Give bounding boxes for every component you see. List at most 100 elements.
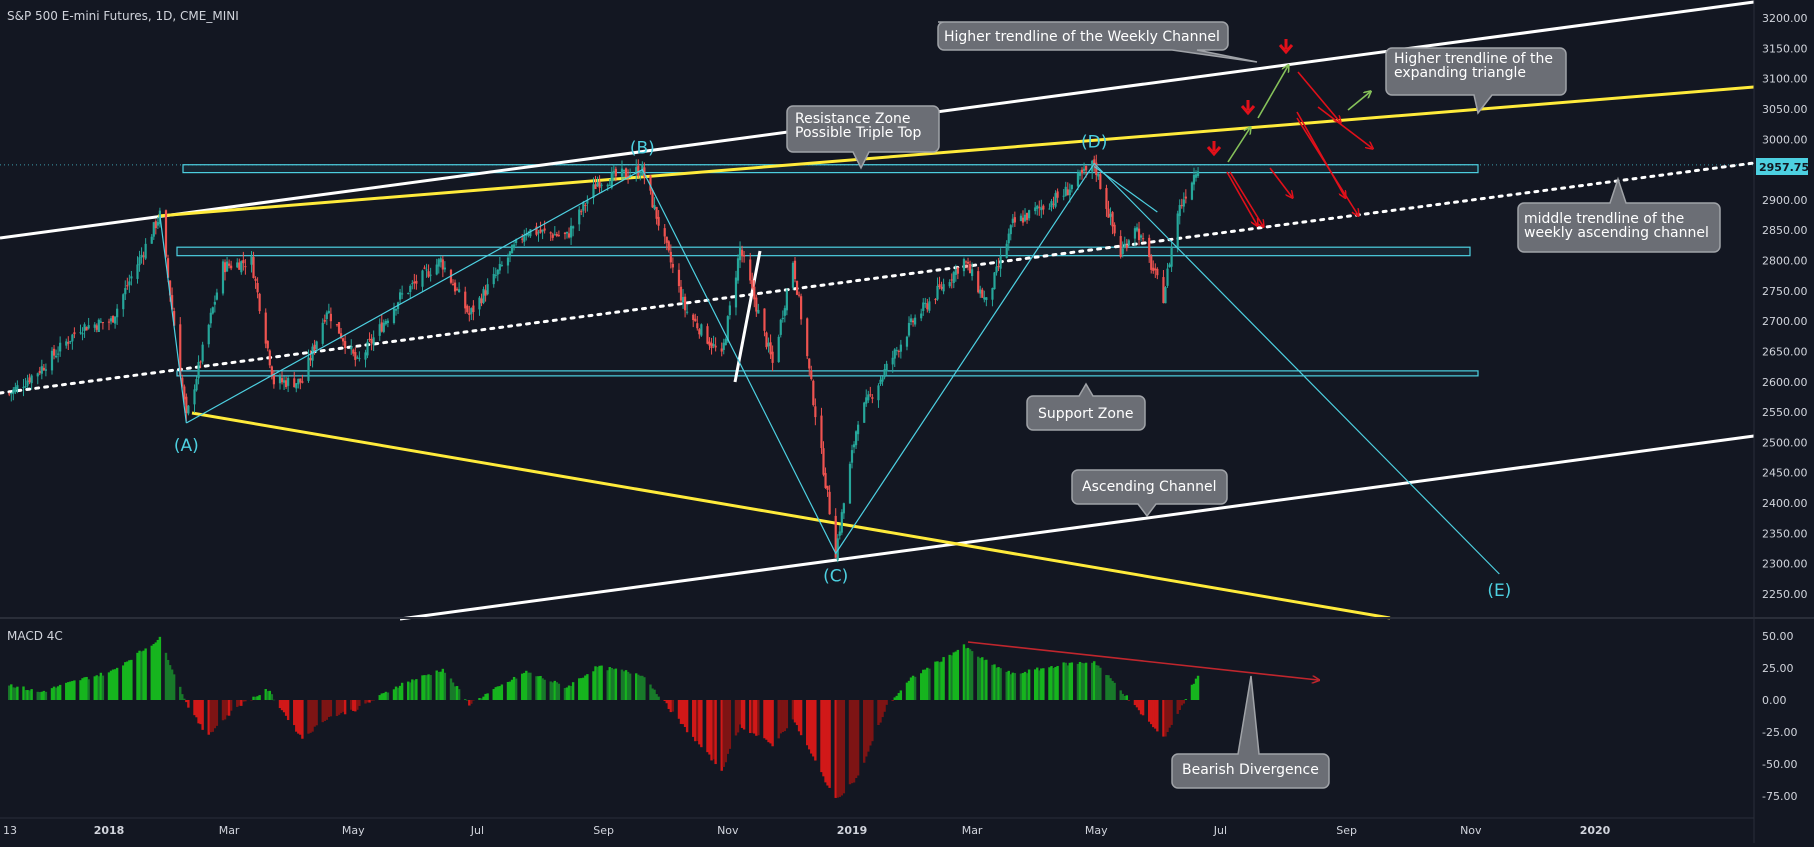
macd-bar [911, 675, 915, 700]
candle-body [50, 350, 54, 371]
macd-bar [881, 700, 884, 718]
macd-bar [795, 700, 799, 726]
candle-body [893, 349, 896, 359]
macd-bar [455, 686, 459, 700]
macd-bar [840, 700, 844, 796]
macd-bar [407, 681, 410, 700]
candle-body [368, 338, 371, 341]
macd-bar [215, 700, 219, 726]
macd-bar [993, 664, 996, 700]
callout-support-zone-text: Support Zone [1038, 406, 1133, 422]
candle-body [555, 234, 558, 236]
candle-body [311, 346, 314, 361]
candle-body [883, 369, 886, 378]
macd-bar [16, 686, 19, 700]
callout-weekly-channel-top[interactable]: Higher trendline of the Weekly Channel [937, 21, 1258, 63]
macd-bar [323, 700, 326, 721]
callout-resistance-zone[interactable]: Resistance Zone Possible Triple Top [786, 105, 940, 170]
candle-body [99, 321, 102, 323]
candle-body [138, 257, 141, 266]
macd-bar [863, 700, 866, 763]
candle-body [909, 318, 913, 323]
macd-bar [1011, 672, 1015, 700]
macd-bar [350, 700, 353, 710]
candle-body [541, 229, 544, 232]
candle-body [956, 267, 959, 274]
candle-body [720, 348, 723, 352]
axes-layer: 3200.003150.003100.003050.003000.002950.… [3, 12, 1808, 837]
macd-bar [150, 645, 153, 700]
macd-bar [329, 700, 333, 717]
macd-bar [272, 699, 276, 701]
candle-body [1054, 193, 1057, 207]
macd-bar [252, 696, 255, 700]
callout-expanding-triangle-top[interactable]: Higher trendline of the expanding triang… [1385, 47, 1567, 115]
macd-bar [1154, 700, 1157, 729]
macd-bar [643, 677, 646, 700]
price-tick-label: 2250.00 [1762, 588, 1808, 601]
bullish-projection-arrow [1227, 128, 1250, 163]
candle-body [549, 232, 552, 234]
candle-body [525, 233, 528, 236]
candle-body [197, 362, 200, 379]
candle-body [936, 285, 939, 300]
candle-body [230, 265, 233, 269]
callout-middle-trendline[interactable]: middle trendline of the weekly ascending… [1517, 176, 1721, 253]
macd-bar [797, 700, 801, 732]
macd-bar [525, 670, 528, 700]
macd-bar [563, 687, 567, 700]
candle-body [1139, 235, 1143, 238]
macd-bar [140, 651, 143, 700]
candle-body [1099, 174, 1102, 189]
macd-bar [767, 700, 770, 743]
macd-bar [411, 679, 414, 700]
macd-bar [1127, 700, 1131, 701]
macd-bar [895, 695, 898, 700]
macd-bar [482, 696, 485, 700]
candle-body [594, 184, 597, 189]
candle-body [185, 396, 188, 414]
candle-body [582, 202, 585, 211]
macd-bar [936, 661, 939, 700]
candle-body [1023, 214, 1027, 221]
macd-bar [793, 700, 797, 723]
macd-bar [1139, 700, 1143, 715]
macd-bar [111, 669, 115, 700]
price-tick-label: 2800.00 [1762, 255, 1808, 268]
candle-body [543, 228, 546, 231]
macd-bar [423, 675, 426, 700]
macd-bar [307, 700, 310, 734]
candle-body [950, 279, 953, 281]
macd-bar [897, 693, 901, 700]
macd-bar [435, 670, 438, 700]
candle-body [93, 324, 96, 328]
candle-body [1105, 188, 1108, 209]
candle-body [657, 216, 660, 226]
macd-bar [594, 666, 597, 700]
macd-bar [494, 687, 497, 700]
callout-support-zone[interactable]: Support Zone [1026, 382, 1146, 431]
candle-body [154, 221, 157, 229]
macd-bar [635, 673, 638, 700]
candle-body [181, 377, 184, 387]
macd-bar [1034, 669, 1037, 700]
callout-bearish-divergence[interactable]: Bearish Divergence [1171, 675, 1330, 789]
macd-bar [885, 700, 888, 705]
macd-bar [97, 676, 101, 700]
candle-body [278, 376, 282, 384]
callout-ascending-channel[interactable]: Ascending Channel [1071, 469, 1228, 518]
macd-bar [1064, 662, 1067, 700]
macd-bar [995, 667, 998, 700]
candle-body [173, 311, 176, 326]
macd-bar [970, 651, 974, 700]
candle-body [897, 350, 900, 352]
candle-body [572, 226, 575, 229]
candle-body [922, 302, 925, 311]
time-tick-label: Sep [1336, 824, 1357, 837]
candle-body [171, 295, 174, 310]
macd-bar [665, 700, 668, 704]
macd-bar [341, 700, 345, 712]
candle-body [800, 296, 803, 320]
